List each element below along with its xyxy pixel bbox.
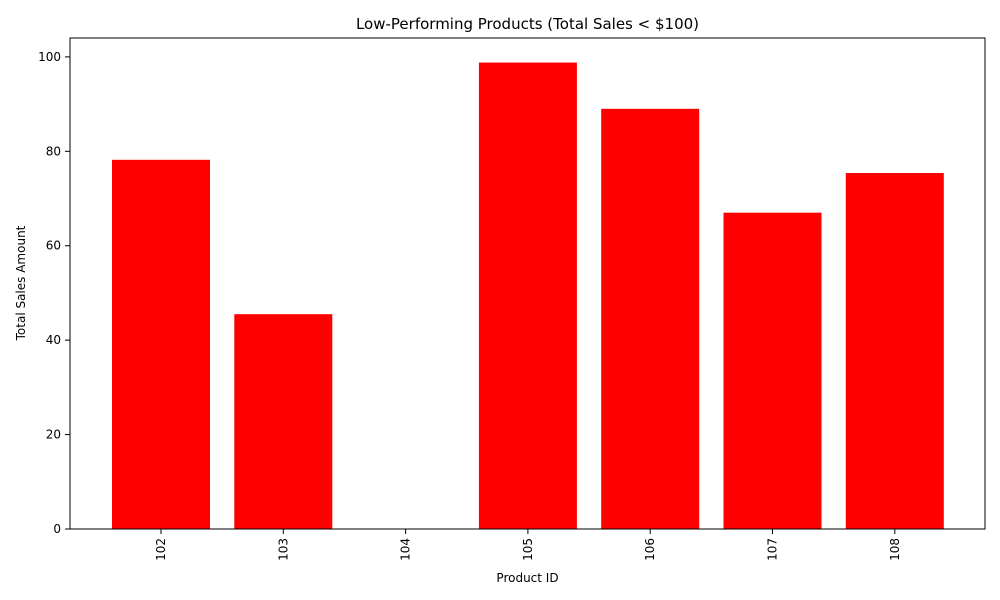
bar-102 (112, 159, 210, 529)
bar-106 (601, 108, 700, 529)
y-tick-label-100: 100 (38, 50, 61, 64)
bar-103 (234, 314, 333, 529)
x-tick-label-107: 107 (766, 538, 780, 561)
x-axis-ticks: 102 103 104 105 106 107 108 (154, 529, 902, 561)
x-tick-label-104: 104 (399, 538, 413, 561)
bar-108 (845, 173, 944, 529)
x-tick-label-102: 102 (154, 538, 168, 561)
bar-107 (723, 212, 822, 530)
y-axis-ticks: 0 20 40 60 80 100 (38, 50, 70, 536)
y-axis-label: Total Sales Amount (14, 225, 28, 341)
x-tick-label-105: 105 (521, 538, 535, 561)
y-tick-label-0: 0 (53, 522, 61, 536)
y-tick-label-40: 40 (46, 333, 61, 347)
x-tick-label-108: 108 (888, 538, 902, 561)
y-tick-label-60: 60 (46, 239, 61, 253)
x-tick-label-106: 106 (643, 538, 657, 561)
bars-group (112, 62, 944, 530)
y-tick-label-80: 80 (46, 144, 61, 158)
axes-frame (69, 37, 986, 530)
chart-title: Low-Performing Products (Total Sales < $… (356, 15, 699, 33)
y-tick-label-20: 20 (46, 428, 61, 442)
x-tick-label-103: 103 (276, 538, 290, 561)
bar-105 (478, 62, 577, 530)
x-axis-label: Product ID (496, 571, 558, 585)
